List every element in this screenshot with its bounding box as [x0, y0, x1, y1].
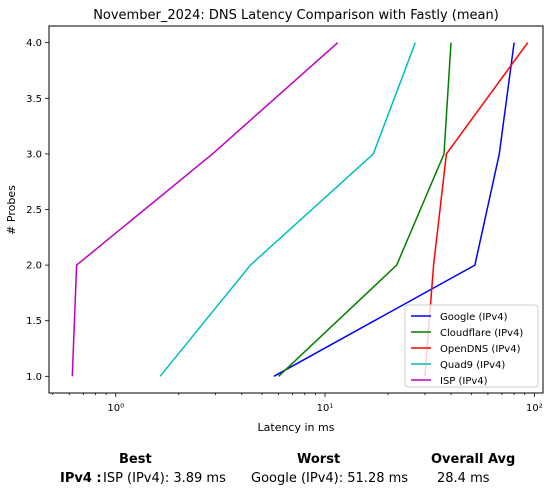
x-tick-label: 10¹ — [317, 403, 334, 414]
summary-row-label: IPv4 : — [60, 471, 102, 486]
legend: Google (IPv4) Cloudflare (IPv4) OpenDNS (I… — [404, 304, 539, 388]
y-tick-label: 2.5 — [26, 205, 42, 216]
legend-entry: OpenDNS (IPv4) — [440, 344, 521, 355]
summary-avg-header: Overall Avg — [431, 452, 516, 467]
x-axis-label: Latency in ms — [258, 421, 335, 434]
chart-title: November_2024: DNS Latency Comparison wi… — [93, 8, 499, 23]
chart: November_2024: DNS Latency Comparison wi… — [5, 8, 544, 434]
y-tick-label: 3.5 — [26, 94, 42, 105]
series-line-0 — [273, 42, 515, 377]
x-tick-label: 10² — [526, 403, 543, 414]
legend-entry: ISP (IPv4) — [440, 376, 488, 387]
y-tick-label: 1.0 — [26, 372, 42, 383]
summary-best-header: Best — [119, 452, 152, 467]
summary-worst-header: Worst — [297, 452, 341, 467]
x-axis-ticks: 10⁰ 10¹ 10² — [52, 393, 543, 414]
legend-entry: Quad9 (IPv4) — [440, 360, 505, 371]
legend-entry: Google (IPv4) — [440, 312, 508, 323]
series-line-1 — [278, 42, 452, 377]
y-axis-label: # Probes — [5, 185, 18, 235]
y-tick-label: 3.0 — [26, 149, 42, 160]
summary-avg-value: 28.4 ms — [437, 471, 490, 486]
y-tick-label: 1.5 — [26, 316, 42, 327]
y-tick-label: 2.0 — [26, 261, 42, 272]
summary-best-value: ISP (IPv4): 3.89 ms — [103, 471, 226, 486]
x-tick-label: 10⁰ — [107, 403, 124, 414]
y-axis-ticks: 1.0 1.5 2.0 2.5 3.0 3.5 4.0 — [26, 38, 49, 383]
y-tick-label: 4.0 — [26, 38, 42, 49]
summary-worst-value: Google (IPv4): 51.28 ms — [251, 471, 409, 486]
legend-entry: Cloudflare (IPv4) — [440, 328, 523, 339]
summary-table: Best Worst Overall Avg IPv4 : ISP (IPv4)… — [0, 448, 551, 496]
series-line-4 — [71, 42, 339, 377]
series-line-3 — [159, 42, 417, 377]
legend-box — [404, 304, 539, 388]
